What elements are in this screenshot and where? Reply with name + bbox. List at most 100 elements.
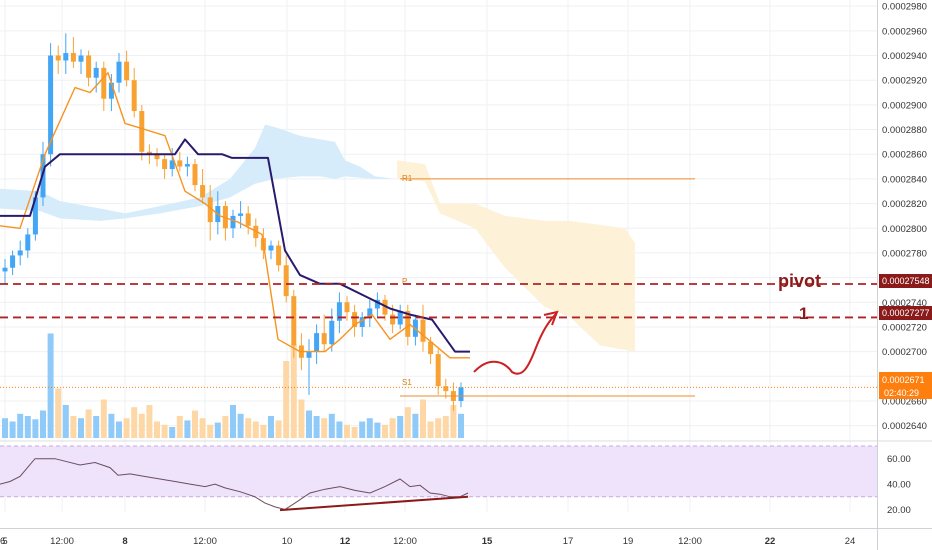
volume-bar (199, 418, 206, 438)
candle-body (321, 333, 327, 345)
candle-body (276, 245, 282, 266)
candle-body (78, 55, 84, 62)
candle-body (169, 160, 175, 170)
drawn-horizontal-lines[interactable] (0, 283, 878, 388)
volume-bar (230, 405, 236, 438)
candle-body (2, 267, 8, 272)
candle-body (116, 61, 122, 83)
candle-body (238, 213, 244, 216)
time-axis[interactable]: 5 12:00 8 12:00 10 12 12:00 15 17 19 12:00 22 24 26 (0, 528, 932, 548)
candle-body (63, 53, 69, 61)
candle-body (101, 67, 107, 99)
volume-bar (435, 418, 442, 438)
volume-bar (123, 418, 130, 438)
price-tick-label: 0.0002700 (882, 347, 927, 358)
time-tick-label: 12:00 (193, 536, 217, 547)
volume-bar (336, 421, 343, 438)
time-tick-label: 12:00 (50, 536, 74, 547)
volume-bar (2, 418, 8, 438)
price-tick-label: 0.0002640 (882, 421, 927, 432)
arrow-head (543, 310, 559, 326)
volume-bar (321, 418, 328, 438)
price-tick-label: 0.0002940 (882, 51, 927, 62)
price-tick-label: 0.0002960 (882, 26, 927, 37)
time-tick-label: 26 (0, 536, 5, 547)
price-tick-label: 0.0002900 (882, 100, 927, 111)
candle-body (352, 312, 358, 327)
current-price-tag: 0.0002671 02:40:29 (879, 372, 932, 399)
price-tick-label: 0.0002740 (882, 298, 927, 309)
candle-body (336, 302, 342, 321)
price-tick-label: 0.0002880 (882, 125, 927, 136)
volume-bar (93, 416, 100, 438)
candle-body (124, 61, 130, 81)
time-tick-label: 22 (765, 536, 776, 547)
volume-bar (161, 424, 168, 438)
candle-body (17, 250, 23, 256)
candle-body (207, 197, 213, 223)
countdown-text: 02:40:29 (884, 388, 919, 398)
volume-bar (108, 413, 115, 438)
candle-body (25, 234, 31, 251)
rsi-axis[interactable]: 60.00 40.00 20.00 (887, 454, 911, 516)
candle-body (374, 299, 380, 309)
user-drawings[interactable] (473, 310, 559, 375)
price-tick-label: 0.0002980 (882, 2, 927, 13)
volume-bar (245, 418, 252, 438)
volume-bar (252, 421, 259, 438)
pivot-price-tag: 0.00027548 (879, 274, 932, 288)
time-tick-label: 19 (623, 536, 634, 547)
candle-body (162, 159, 168, 170)
volume-bar (420, 399, 426, 438)
candlesticks (2, 33, 464, 411)
rsi-tick-label: 20.00 (887, 505, 911, 516)
time-tick-label: 15 (482, 536, 493, 547)
candle-body (283, 265, 289, 297)
candle-body (314, 333, 320, 352)
candle-body (70, 53, 76, 62)
volume-bar (70, 416, 77, 438)
time-tick-label: 5 (2, 536, 7, 547)
level-one-annotation: 1 (799, 304, 808, 323)
time-tick-label: 12:00 (393, 536, 417, 547)
candle-body (230, 215, 236, 229)
volume-bar (192, 410, 198, 438)
volume-bar (184, 420, 191, 438)
candle-body (139, 111, 145, 152)
candle-body (184, 164, 190, 167)
volume-bars (2, 333, 464, 438)
volume-bar (260, 424, 267, 438)
price-tick-label: 0.0002800 (882, 224, 927, 235)
volume-bar (427, 421, 434, 438)
volume-bar (85, 409, 92, 438)
volume-bar (374, 422, 381, 438)
cloud-area (0, 124, 395, 221)
p-label: P (402, 277, 407, 286)
candle-body (443, 386, 449, 392)
candle-body (245, 213, 251, 226)
volume-bar (306, 410, 312, 438)
volume-bar (412, 413, 419, 438)
candle-body (48, 55, 54, 155)
candle-body (405, 310, 411, 337)
candle-body (420, 319, 426, 342)
level1-price-tag: 0.00027277 (879, 306, 932, 320)
volume-bar (9, 421, 16, 438)
candle-body (200, 185, 206, 198)
volume-bar (146, 405, 153, 438)
volume-bar (47, 333, 54, 438)
level1-price-tag-text: 0.00027277 (882, 308, 930, 318)
volume-bar (359, 421, 366, 438)
time-tick-label: 8 (122, 536, 127, 547)
volume-bar (290, 344, 297, 438)
candle-body (55, 55, 61, 61)
volume-bar (32, 419, 39, 438)
candle-body (435, 354, 441, 387)
candle-body (32, 197, 38, 235)
volume-bar (389, 418, 396, 438)
volume-bar (442, 416, 449, 438)
price-tick-label: 0.0002720 (882, 323, 927, 334)
volume-bar (131, 407, 138, 438)
candle-body (367, 308, 373, 318)
